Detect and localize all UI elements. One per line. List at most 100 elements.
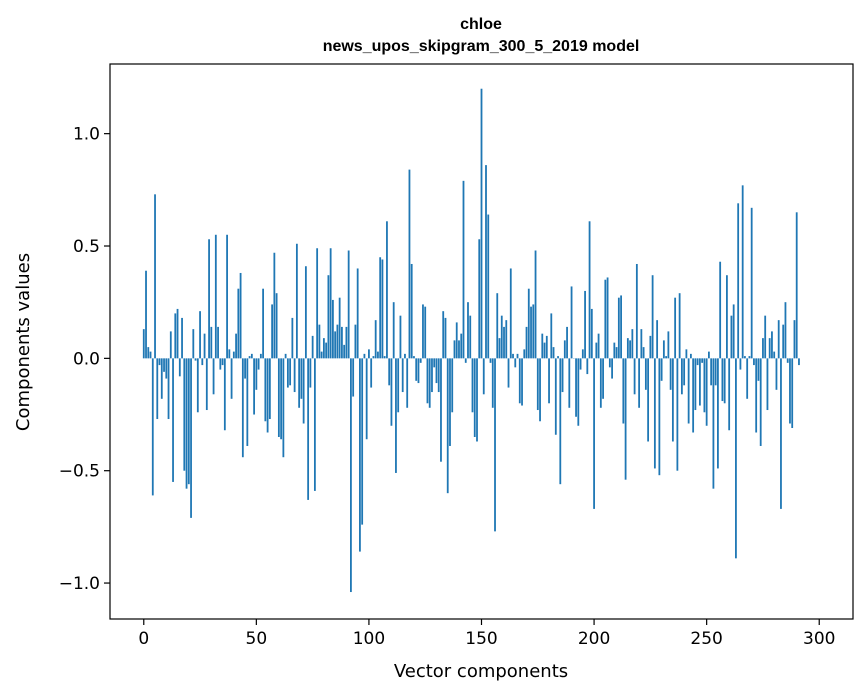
bar-224	[647, 358, 650, 442]
bar-256	[719, 261, 722, 359]
bar-150	[480, 88, 483, 359]
bar-101	[370, 358, 373, 388]
bar-series	[142, 88, 800, 593]
bar-131	[437, 358, 440, 393]
bar-102	[372, 356, 375, 359]
bar-116	[404, 353, 406, 359]
bar-265	[739, 358, 742, 370]
bar-210	[615, 347, 618, 359]
bar-58	[273, 252, 276, 359]
bar-192	[575, 358, 577, 417]
bar-21	[190, 358, 192, 518]
bar-162	[507, 358, 510, 388]
bar-137	[451, 358, 454, 413]
bar-94	[354, 324, 357, 359]
bar-105	[379, 257, 382, 359]
bar-204	[602, 358, 604, 399]
bar-32	[214, 234, 217, 359]
bar-164	[512, 353, 514, 359]
bar-250	[705, 358, 708, 426]
y-tick-label-1: −0.5	[59, 462, 100, 482]
bar-163	[509, 268, 512, 359]
bar-268	[746, 358, 749, 399]
bar-169	[523, 349, 526, 359]
bar-166	[516, 353, 519, 359]
bar-109	[388, 358, 391, 386]
bar-63	[284, 353, 287, 359]
bar-254	[714, 358, 717, 386]
bar-67	[293, 358, 296, 393]
bar-28	[205, 358, 208, 411]
bar-193	[577, 358, 580, 426]
bar-16	[178, 358, 181, 377]
bar-284	[782, 324, 785, 359]
bar-40	[232, 351, 235, 359]
bar-228	[656, 320, 659, 359]
bar-39	[230, 358, 233, 399]
bar-26	[201, 358, 204, 366]
bar-104	[377, 351, 379, 359]
bar-211	[617, 297, 620, 359]
bar-55	[266, 358, 269, 433]
bar-106	[381, 259, 384, 359]
bar-236	[674, 297, 677, 359]
bar-8	[160, 358, 163, 399]
bar-280	[773, 351, 776, 359]
bar-95	[356, 268, 359, 359]
bar-77	[316, 248, 319, 359]
bar-199	[590, 308, 593, 359]
bar-220	[638, 358, 641, 408]
bar-286	[786, 358, 789, 363]
bar-271	[753, 358, 755, 366]
bar-285	[784, 302, 787, 359]
bar-278	[768, 338, 771, 359]
bar-183	[554, 358, 557, 435]
bar-46	[246, 358, 249, 446]
x-tick-label-50: 50	[246, 629, 268, 649]
bar-209	[613, 342, 616, 359]
bar-15	[176, 308, 179, 359]
bar-111	[392, 302, 395, 359]
bar-7	[158, 358, 161, 366]
bar-176	[539, 358, 541, 422]
bar-242	[687, 358, 690, 424]
bar-79	[320, 351, 323, 359]
bar-78	[318, 324, 321, 359]
bar-214	[624, 358, 627, 480]
bar-160	[503, 326, 505, 359]
bar-158	[498, 338, 501, 359]
bar-110	[390, 358, 393, 426]
bar-52	[259, 353, 262, 359]
bar-272	[755, 358, 758, 433]
bar-49	[253, 358, 255, 415]
x-tick-label-200: 200	[578, 629, 610, 649]
bar-84	[332, 299, 334, 359]
bar-82	[327, 275, 330, 359]
bar-14	[174, 313, 177, 359]
bar-65	[289, 358, 292, 386]
bar-138	[453, 340, 456, 359]
bar-45	[244, 358, 246, 379]
bar-273	[757, 358, 760, 381]
x-tick-label-0: 0	[138, 629, 149, 649]
bar-71	[302, 358, 305, 424]
bar-107	[383, 356, 386, 359]
bar-238	[678, 293, 681, 359]
bar-34	[219, 358, 222, 370]
bar-119	[410, 263, 413, 359]
x-axis-ticks: 0 50 100 150 200 250 300	[138, 619, 835, 649]
bar-259	[726, 275, 728, 359]
bar-114	[399, 315, 402, 359]
bar-141	[460, 333, 463, 359]
bar-188	[566, 326, 568, 359]
bar-54	[264, 358, 267, 422]
bar-83	[329, 248, 332, 359]
bar-237	[676, 358, 679, 471]
bar-115	[401, 358, 404, 393]
bar-20	[187, 358, 190, 485]
y-tick-label-2: 0.0	[73, 349, 100, 369]
bar-216	[629, 340, 631, 359]
x-tick-label-250: 250	[690, 629, 722, 649]
bar-225	[649, 335, 652, 359]
